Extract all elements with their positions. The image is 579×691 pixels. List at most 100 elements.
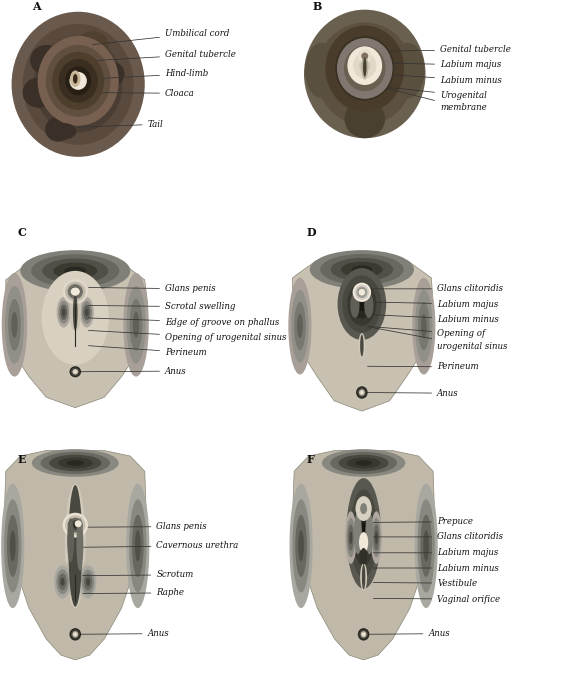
Text: Cavernous urethra: Cavernous urethra [83,541,239,551]
Ellipse shape [70,287,80,296]
Text: urogenital sinus: urogenital sinus [368,327,508,351]
Ellipse shape [8,299,21,351]
Ellipse shape [5,286,24,363]
Ellipse shape [68,284,83,299]
Ellipse shape [297,314,303,339]
Ellipse shape [41,452,110,474]
Ellipse shape [62,63,94,99]
Text: E: E [17,454,26,465]
Text: Opening of urogenital sinus: Opening of urogenital sinus [89,330,287,343]
Ellipse shape [52,52,104,110]
Ellipse shape [74,370,76,373]
Ellipse shape [356,287,368,298]
Ellipse shape [340,48,389,100]
Ellipse shape [129,499,146,593]
Ellipse shape [30,45,63,75]
Ellipse shape [291,290,309,362]
Text: Anus: Anus [367,629,450,638]
Ellipse shape [72,632,78,637]
Text: Glans penis: Glans penis [83,522,207,531]
Ellipse shape [84,574,92,590]
Ellipse shape [304,10,426,138]
Ellipse shape [292,499,310,593]
Ellipse shape [356,496,372,521]
Ellipse shape [358,388,366,397]
Ellipse shape [67,460,84,466]
Ellipse shape [99,61,124,86]
Ellipse shape [356,386,368,399]
Text: Genital tubercle: Genital tubercle [382,45,511,55]
Ellipse shape [60,578,65,586]
Ellipse shape [342,275,382,333]
Text: Scrotal swelling: Scrotal swelling [89,302,236,312]
Ellipse shape [316,23,413,125]
Ellipse shape [347,283,376,325]
Ellipse shape [123,273,149,377]
Ellipse shape [69,72,87,90]
Text: Vaginal orifice: Vaginal orifice [373,594,500,604]
Ellipse shape [71,287,80,296]
Ellipse shape [83,305,90,320]
Ellipse shape [56,60,100,108]
Text: Labium minus: Labium minus [373,563,499,573]
Ellipse shape [353,283,371,302]
Ellipse shape [359,532,368,553]
Ellipse shape [73,289,78,294]
Text: Anus: Anus [78,366,186,376]
Text: Urogenital: Urogenital [382,86,487,100]
Ellipse shape [86,578,90,586]
Ellipse shape [72,74,85,88]
Ellipse shape [58,59,98,102]
Ellipse shape [360,391,364,394]
Ellipse shape [362,565,365,589]
Text: Glans clitoridis: Glans clitoridis [368,284,503,294]
Ellipse shape [68,518,83,533]
Ellipse shape [358,628,369,641]
Ellipse shape [23,77,55,108]
Ellipse shape [71,630,79,639]
Text: Cloaca: Cloaca [93,88,195,98]
Ellipse shape [72,369,78,375]
Ellipse shape [357,297,367,311]
Polygon shape [293,451,434,660]
Ellipse shape [52,561,73,603]
Ellipse shape [346,478,381,589]
Text: Glans penis: Glans penis [89,284,215,294]
Ellipse shape [290,484,313,608]
Polygon shape [292,256,433,411]
Text: Prepuce: Prepuce [373,517,473,527]
Ellipse shape [42,271,109,365]
Ellipse shape [322,449,405,477]
Ellipse shape [71,368,79,376]
Ellipse shape [65,515,86,535]
Ellipse shape [356,460,372,466]
Ellipse shape [42,258,108,283]
Ellipse shape [69,293,81,332]
Ellipse shape [58,301,69,323]
Ellipse shape [57,297,71,328]
Ellipse shape [360,503,367,514]
Ellipse shape [10,531,16,561]
Ellipse shape [130,299,142,351]
Ellipse shape [133,312,140,338]
Ellipse shape [38,36,119,126]
Ellipse shape [341,262,383,277]
Text: Scrotum: Scrotum [83,570,193,580]
Ellipse shape [67,518,74,562]
Ellipse shape [420,515,432,577]
Ellipse shape [354,513,362,554]
Ellipse shape [352,290,372,319]
Ellipse shape [355,58,375,79]
Ellipse shape [360,290,364,294]
Ellipse shape [335,37,394,100]
Ellipse shape [126,286,145,363]
Ellipse shape [49,455,101,471]
Ellipse shape [365,513,373,554]
Ellipse shape [74,633,76,636]
Ellipse shape [70,70,80,87]
Ellipse shape [345,100,385,138]
Ellipse shape [418,302,430,350]
Ellipse shape [298,531,304,561]
Ellipse shape [295,515,307,577]
Ellipse shape [73,294,78,330]
